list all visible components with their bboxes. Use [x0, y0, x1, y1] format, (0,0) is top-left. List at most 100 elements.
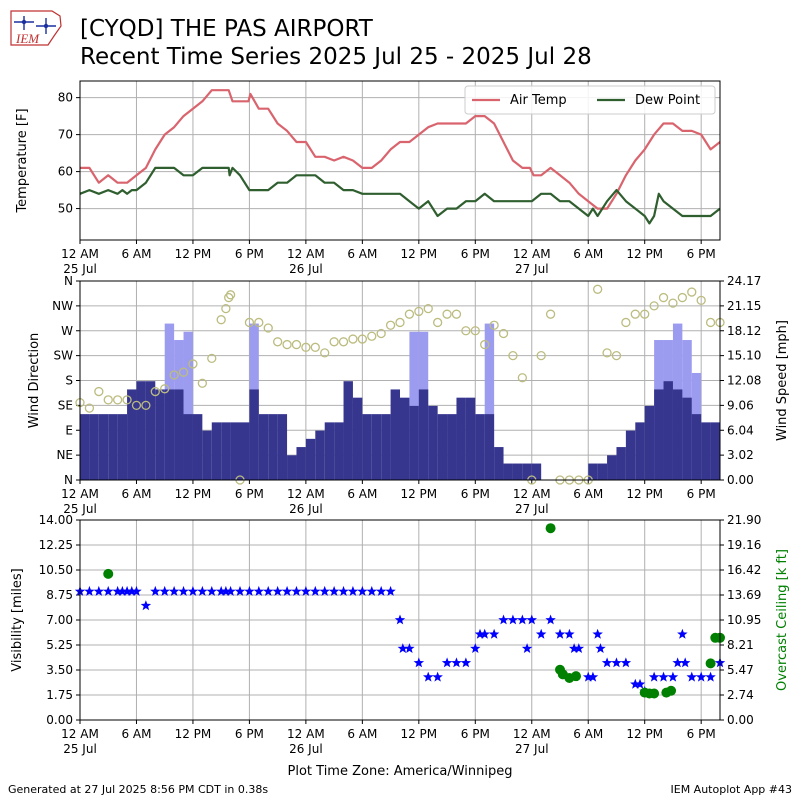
visibility-point [121, 585, 133, 596]
visibility-point [583, 671, 594, 682]
wind-speed-bar [362, 414, 372, 480]
ceiling-tick-label: 13.69 [727, 588, 761, 602]
visibility-point [310, 585, 321, 596]
generated-note: Generated at 27 Jul 2025 8:56 PM CDT in … [8, 783, 269, 796]
visibility-tick-label: 12.25 [39, 538, 73, 552]
visibility-point [474, 628, 486, 639]
wind-xtick-label: 12 PM [175, 487, 212, 501]
wind-direction-point [216, 315, 226, 325]
visibility-point [595, 643, 606, 653]
wind-direction-tick-label: SE [58, 398, 73, 412]
visibility-point [423, 671, 434, 682]
wind-xtick-label: 6 PM [235, 487, 264, 501]
visibility-point [535, 628, 547, 639]
visibility-point [126, 585, 137, 596]
wind-speed-bar [635, 422, 645, 480]
wind-direction-axis-label: Wind Direction [27, 333, 42, 429]
visibility-tick-label: 1.75 [46, 688, 73, 702]
wind-direction-point [517, 373, 528, 383]
wind-speed-bar [418, 389, 429, 480]
temp-xtick-label: 12 AM [61, 247, 99, 261]
wind-speed-bar [127, 389, 137, 480]
temp-xtick-label: 6 AM [347, 247, 377, 261]
wind-direction-point [221, 303, 231, 314]
wind-speed-bar [240, 422, 250, 480]
visibility-tick-label: 5.25 [46, 638, 73, 652]
wind-speed-bar [456, 397, 466, 480]
wind-xtick-label: 6 PM [461, 487, 490, 501]
visibility-point [573, 643, 585, 653]
wind-speed-bar [682, 397, 692, 480]
visibility-point [366, 585, 377, 596]
wind-direction-point [357, 334, 368, 344]
wind-direction-point [338, 337, 349, 347]
wind-xtick-label: 6 PM [687, 487, 716, 501]
wind-direction-point [621, 317, 631, 328]
wind-speed-bar [98, 414, 109, 480]
wind-direction-point [668, 298, 678, 308]
wind-xtick-label: 12 AM [513, 487, 551, 501]
ceiling-tick-label: 21.90 [727, 513, 761, 527]
wind-speed-bar [89, 414, 99, 480]
visibility-point [140, 600, 152, 611]
x-axis-title: Plot Time Zone: America/Winnipeg [287, 764, 513, 779]
svg-text:IEM: IEM [15, 31, 40, 46]
wind-speed-tick-label: 24.17 [727, 274, 761, 288]
wind-speed-bar [80, 414, 90, 480]
wind-speed-bar [352, 397, 363, 480]
wind-direction-point [178, 367, 189, 377]
ceiling-point [103, 568, 114, 579]
temp-xtick-label: 6 AM [573, 247, 603, 261]
wind-speed-bar [108, 414, 118, 480]
wind-xtick-date-label: 26 Jul [289, 502, 323, 516]
wind-direction-point [197, 378, 208, 388]
wind-direction-point [263, 323, 273, 333]
wind-speed-bar [324, 422, 335, 480]
visibility-point [488, 628, 500, 639]
visibility-point [112, 585, 123, 596]
ceiling-point [545, 523, 556, 534]
visibility-point [554, 628, 566, 639]
ceiling-point [705, 658, 716, 669]
wind-speed-bar [607, 455, 617, 480]
wind-speed-bar [145, 381, 156, 480]
wind-speed-bar [701, 422, 711, 480]
visibility-point [394, 614, 406, 625]
wind-direction-tick-label: SW [54, 349, 74, 363]
visibility-tick-label: 14.00 [39, 513, 73, 527]
wind-direction-point [677, 292, 688, 303]
wind-direction-point [423, 303, 433, 314]
wind-direction-point [122, 395, 132, 405]
wind-speed-bar [644, 405, 655, 480]
wind-direction-point [112, 395, 123, 405]
visibility-point [648, 671, 660, 682]
wind-direction-point [461, 326, 471, 336]
vis-xtick-label: 6 PM [461, 727, 490, 741]
wind-speed-tick-label: 3.02 [727, 448, 754, 462]
wind-direction-tick-label: S [65, 374, 73, 388]
vis-xtick-label: 12 PM [400, 727, 437, 741]
wind-direction-tick-label: NE [56, 448, 73, 462]
vis-frame [79, 519, 721, 721]
wind-direction-point [84, 403, 95, 413]
visibility-point [385, 585, 396, 596]
ceiling-tick-label: 2.74 [727, 688, 754, 702]
wind-speed-tick-label: 9.06 [727, 398, 754, 412]
wind-direction-point [224, 292, 234, 303]
wind-direction-point [329, 337, 339, 347]
wind-speed-bar [202, 430, 212, 480]
wind-xtick-label: 6 AM [121, 487, 151, 501]
visibility-tick-label: 8.75 [46, 588, 73, 602]
wind-xtick-label: 12 AM [61, 487, 99, 501]
temp-ytick-label: 70 [58, 128, 73, 142]
visibility-point [667, 671, 679, 682]
wind-speed-bar [315, 430, 325, 480]
visibility-point [470, 643, 481, 653]
wind-xtick-label: 6 AM [347, 487, 377, 501]
ceiling-tick-label: 19.16 [727, 538, 761, 552]
app-label: IEM Autoplot App #43 [670, 783, 793, 796]
wind-direction-point [536, 350, 546, 361]
visibility-point [244, 585, 255, 596]
visibility-point [432, 671, 443, 682]
chart-title: [CYQD] THE PAS AIRPORT [80, 16, 373, 42]
